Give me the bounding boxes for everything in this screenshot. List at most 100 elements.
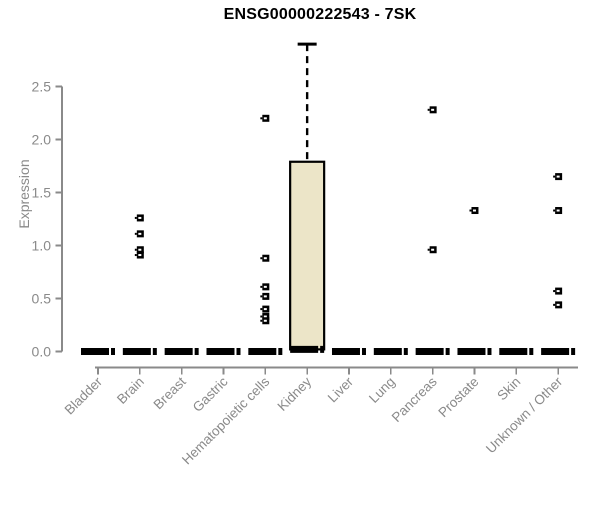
outlier-nub — [260, 319, 263, 322]
y-tick-label: 1.5 — [32, 185, 52, 201]
outlier-point — [134, 246, 144, 254]
median-line-end — [571, 348, 576, 355]
outlier-point — [553, 287, 563, 295]
x-category-label: Liver — [325, 374, 357, 406]
outlier-point — [134, 214, 144, 222]
x-category-label: Lung — [366, 374, 398, 406]
outlier-square-center — [556, 175, 560, 178]
outlier-nub — [427, 248, 430, 251]
median-line — [164, 348, 193, 355]
outlier-nub — [260, 117, 263, 120]
x-category-label: Breast — [151, 374, 189, 412]
median-line — [415, 348, 444, 355]
median-line-end — [529, 348, 534, 355]
outlier-square-center — [263, 319, 267, 322]
median-line — [331, 348, 360, 355]
outlier-square-center — [472, 209, 476, 212]
y-tick-label: 2.5 — [32, 79, 52, 95]
outlier-nub — [553, 303, 556, 306]
outlier-square-center — [431, 248, 435, 251]
outlier-square-center — [138, 232, 142, 235]
y-tick-label: 2.0 — [32, 132, 52, 148]
y-tick-label: 0.5 — [32, 291, 52, 307]
median-line-end — [152, 348, 157, 355]
x-category-label: Skin — [494, 374, 523, 403]
median-line-end — [361, 348, 366, 355]
outlier-square-center — [263, 117, 267, 120]
median-line — [457, 348, 486, 355]
median-line — [122, 348, 151, 355]
median-line — [541, 348, 570, 355]
median-line — [373, 348, 402, 355]
outlier-nub — [427, 108, 430, 111]
median-line — [499, 348, 528, 355]
y-tick-label: 0.0 — [32, 344, 52, 360]
box — [289, 160, 326, 351]
median-line — [248, 348, 277, 355]
median-line — [81, 348, 109, 355]
outlier-square-center — [556, 209, 560, 212]
outlier-square-center — [263, 295, 267, 298]
outlier-point — [553, 301, 563, 309]
outlier-point — [427, 246, 437, 254]
x-category-label: Kidney — [274, 374, 314, 414]
outlier-points — [134, 106, 563, 325]
outlier-point — [260, 283, 270, 291]
outlier-nub — [134, 216, 137, 219]
median-line — [206, 348, 235, 355]
x-category-label: Gastric — [190, 374, 231, 415]
box-series — [81, 42, 576, 355]
outlier-nub — [553, 175, 556, 178]
x-category-label: Pancreas — [389, 374, 440, 425]
outlier-nub — [260, 315, 263, 318]
outlier-nub — [134, 248, 137, 251]
y-axis-title: Expression — [16, 159, 32, 229]
y-axis: 0.0 0.5 1.0 1.5 2.0 2.5 — [32, 79, 63, 360]
chart-title: ENSG00000222543 - 7SK — [223, 6, 417, 23]
outlier-square-center — [556, 303, 560, 306]
outlier-point — [260, 305, 270, 313]
outlier-square-center — [556, 290, 560, 293]
outlier-point — [134, 230, 144, 238]
outlier-square-center — [138, 216, 142, 219]
outlier-point — [553, 173, 563, 181]
outlier-nub — [260, 308, 263, 311]
x-category-label: Brain — [114, 374, 147, 407]
outlier-nub — [260, 257, 263, 260]
outlier-nub — [469, 209, 472, 212]
median-line-end — [487, 348, 492, 355]
x-category-label: Prostate — [435, 374, 481, 420]
outlier-square-center — [138, 254, 142, 257]
outlier-nub — [134, 254, 137, 257]
outlier-square-center — [431, 108, 435, 111]
outlier-nub — [553, 290, 556, 293]
outlier-square-center — [138, 248, 142, 251]
y-tick-label: 1.0 — [32, 238, 52, 254]
outlier-nub — [553, 209, 556, 212]
outlier-point — [260, 292, 270, 300]
x-category-label: Bladder — [62, 374, 106, 418]
outlier-square-center — [263, 315, 267, 318]
outlier-point — [260, 254, 270, 262]
median-line-end — [278, 348, 283, 355]
outlier-nub — [260, 285, 263, 288]
median-line-end — [403, 348, 408, 355]
outlier-point — [553, 207, 563, 215]
median-line-end — [445, 348, 450, 355]
outlier-square-center — [263, 308, 267, 311]
outlier-point — [134, 251, 144, 259]
outlier-point — [427, 106, 437, 114]
outlier-point — [469, 207, 479, 215]
outlier-square-center — [263, 285, 267, 288]
median-line-end — [236, 348, 241, 355]
x-category-label: Unknown / Other — [483, 374, 566, 457]
outlier-nub — [134, 232, 137, 235]
outlier-point — [260, 313, 270, 321]
median-line-end — [111, 348, 115, 355]
median-line — [290, 345, 319, 353]
outlier-point — [260, 114, 270, 122]
outlier-nub — [260, 295, 263, 298]
